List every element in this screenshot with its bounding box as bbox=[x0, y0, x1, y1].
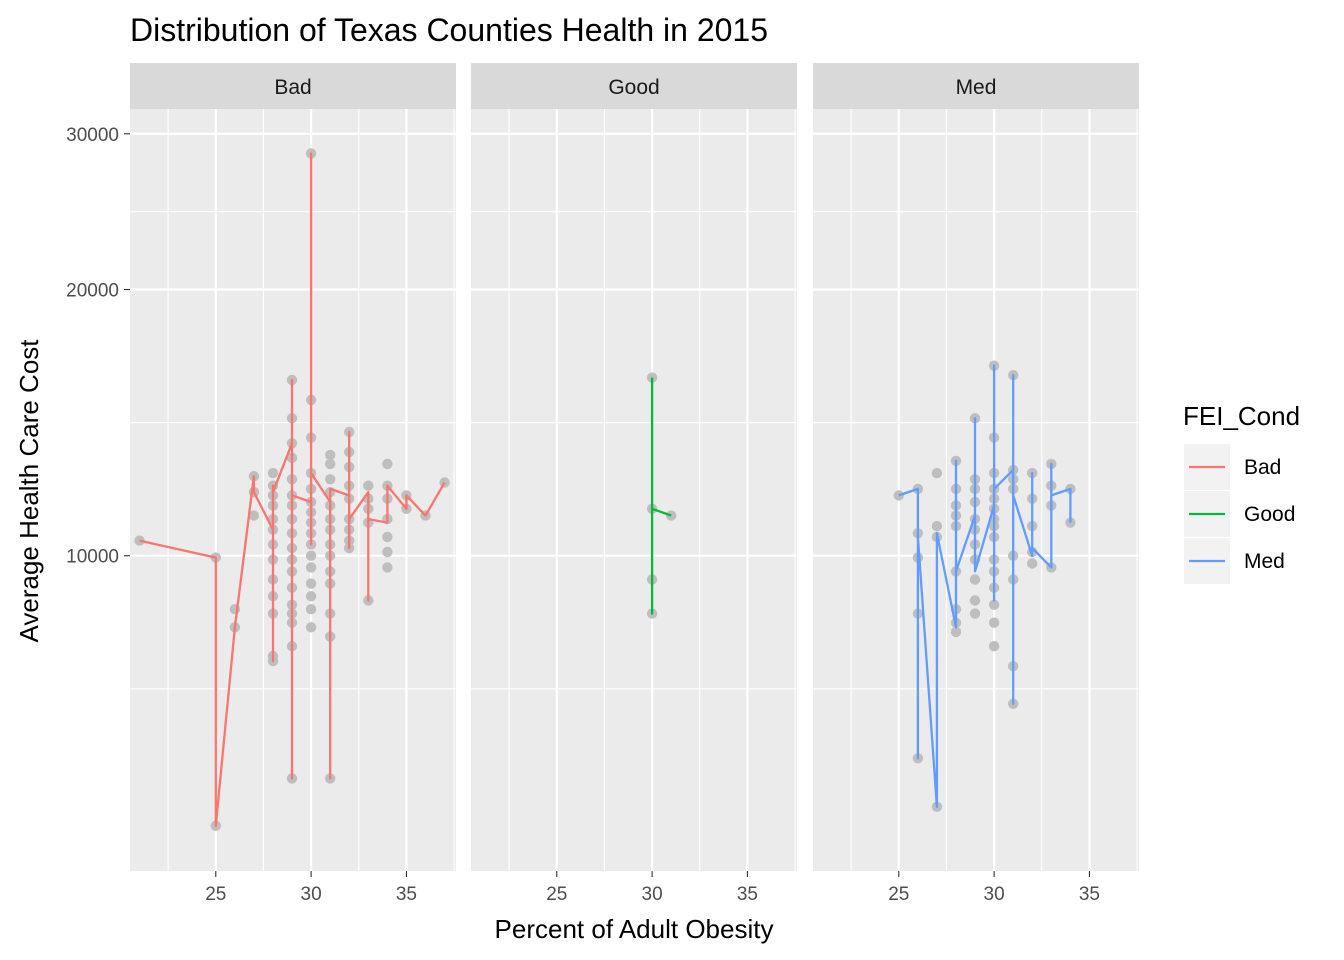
data-point bbox=[988, 599, 1000, 610]
facet-panels: Bad 25 30 35 Good 25 30 35 Med 25 30 35 10000 20000 30… bbox=[66, 63, 1139, 905]
data-point bbox=[988, 641, 1000, 652]
data-point bbox=[267, 467, 279, 479]
x-tick-label: 35 bbox=[1079, 884, 1100, 905]
data-point bbox=[969, 595, 981, 606]
data-point bbox=[646, 372, 658, 383]
series-line-good bbox=[650, 377, 672, 615]
data-point bbox=[325, 458, 336, 470]
data-point bbox=[363, 480, 374, 491]
legend-item-good: Good bbox=[1184, 491, 1295, 537]
y-axis: 10000 20000 30000 bbox=[66, 125, 130, 568]
y-tick-label: 10000 bbox=[66, 547, 119, 568]
data-point bbox=[931, 467, 943, 479]
legend-label: Med bbox=[1244, 550, 1285, 573]
data-point bbox=[382, 531, 393, 543]
x-tick-label: 35 bbox=[737, 884, 758, 905]
facet-panel-bad: Bad 25 30 35 bbox=[130, 63, 456, 905]
y-axis-title: Average Health Care Cost bbox=[14, 339, 44, 643]
data-point bbox=[969, 608, 981, 619]
x-tick-label: 30 bbox=[301, 884, 322, 905]
x-tick-label: 30 bbox=[984, 884, 1005, 905]
data-point bbox=[305, 550, 317, 561]
facet-strip bbox=[130, 63, 456, 109]
x-tick-label: 30 bbox=[642, 884, 663, 905]
x-tick-label: 25 bbox=[546, 884, 567, 905]
data-points bbox=[893, 360, 1076, 812]
data-point bbox=[305, 562, 317, 573]
legend-title: FEI_Cond bbox=[1183, 401, 1300, 431]
data-point bbox=[305, 622, 317, 633]
legend-item-bad: Bad bbox=[1184, 444, 1281, 490]
x-tick-label: 35 bbox=[396, 884, 417, 905]
data-point bbox=[305, 578, 317, 589]
y-tick-label: 20000 bbox=[66, 281, 119, 302]
x-tick-label: 25 bbox=[888, 884, 909, 905]
data-point bbox=[382, 458, 393, 470]
facet-panel-good: Good 25 30 35 bbox=[471, 63, 797, 905]
data-point bbox=[950, 626, 962, 638]
data-point bbox=[382, 546, 393, 558]
series-line-med bbox=[898, 364, 1072, 808]
series-line-bad bbox=[139, 152, 446, 827]
facet-panel-med: Med 25 30 35 bbox=[813, 63, 1139, 905]
data-point bbox=[305, 604, 317, 615]
panel-background bbox=[471, 109, 797, 871]
facet-strip-label: Bad bbox=[274, 76, 311, 99]
legend-item-med: Med bbox=[1184, 538, 1285, 584]
data-point bbox=[325, 449, 336, 461]
x-axis-title: Percent of Adult Obesity bbox=[495, 914, 774, 944]
data-point bbox=[931, 520, 943, 532]
data-point bbox=[1027, 558, 1038, 569]
data-point bbox=[248, 510, 260, 521]
facet-strip-label: Good bbox=[608, 76, 659, 99]
chart-title: Distribution of Texas Counties Health in… bbox=[130, 12, 768, 48]
data-point bbox=[988, 617, 1000, 628]
legend: FEI_Cond Bad Good Med bbox=[1183, 401, 1300, 584]
data-point bbox=[305, 591, 317, 602]
data-point bbox=[382, 562, 393, 573]
facet-strip bbox=[813, 63, 1139, 109]
facet-strip-label: Med bbox=[956, 76, 997, 99]
legend-label: Bad bbox=[1244, 456, 1281, 479]
facet-strip bbox=[471, 63, 797, 109]
y-tick-label: 30000 bbox=[66, 125, 119, 146]
data-point bbox=[969, 574, 981, 585]
x-tick-label: 25 bbox=[205, 884, 226, 905]
legend-label: Good bbox=[1244, 503, 1295, 526]
data-point bbox=[325, 474, 336, 485]
